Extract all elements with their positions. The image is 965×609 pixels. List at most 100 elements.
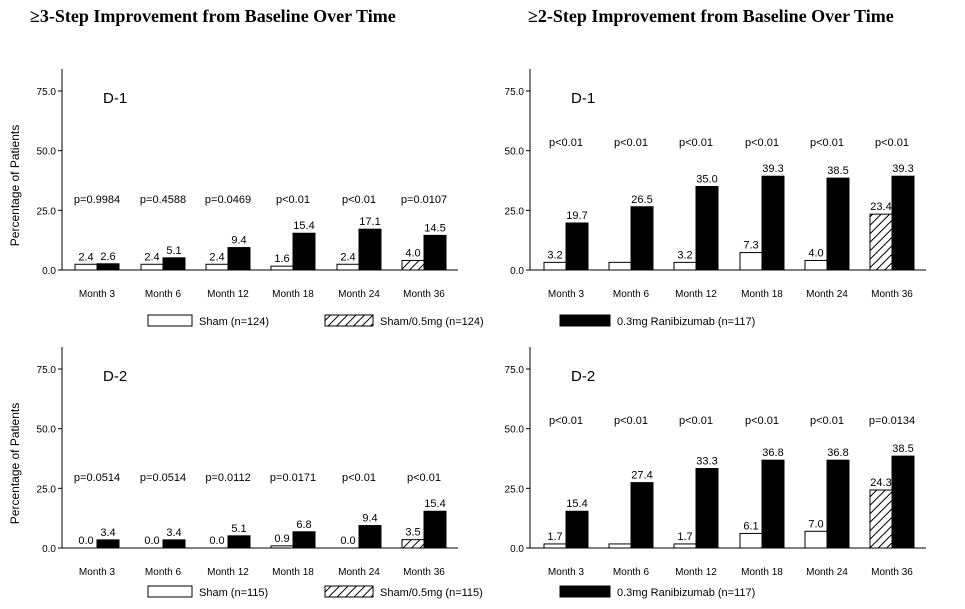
bar-value-label: 2.4 bbox=[144, 251, 159, 263]
x-tick-label: Month 18 bbox=[741, 567, 783, 578]
ranibizumab-bar bbox=[565, 222, 589, 271]
ranibizumab-bar bbox=[761, 459, 785, 549]
y-tick-label: 75.0 bbox=[37, 87, 57, 98]
y-tick-label: 75.0 bbox=[37, 365, 57, 376]
bar-value-label: 1.7 bbox=[547, 531, 562, 543]
x-tick-label: Month 6 bbox=[613, 567, 650, 578]
ranibizumab-bar bbox=[292, 232, 316, 271]
bar-value-label: 33.3 bbox=[696, 456, 717, 468]
ranibizumab-bar bbox=[162, 257, 186, 271]
sham-bar bbox=[543, 261, 567, 271]
legend-label: Sham (n=115) bbox=[199, 587, 268, 599]
sham-bar bbox=[739, 252, 763, 271]
bar-value-label: 4.0 bbox=[405, 247, 420, 259]
ranibizumab-bar bbox=[96, 539, 120, 549]
sham-bar bbox=[205, 263, 229, 271]
p-value-label: p=0.0469 bbox=[205, 194, 251, 206]
p-value-label: p=0.0514 bbox=[74, 472, 120, 484]
p-value-label: p<0.01 bbox=[745, 137, 779, 149]
p-value-label: p<0.01 bbox=[549, 415, 583, 427]
sham-bar bbox=[270, 545, 294, 549]
sham-bar bbox=[804, 530, 828, 549]
x-tick-label: Month 12 bbox=[207, 567, 249, 578]
ranibizumab-bar bbox=[423, 510, 447, 549]
bar-value-label: 1.7 bbox=[677, 531, 692, 543]
p-value-label: p=0.4588 bbox=[140, 194, 186, 206]
y-axis-label: Percentage of Patients bbox=[8, 125, 22, 246]
x-tick-label: Month 36 bbox=[403, 289, 445, 300]
bar-value-label: 2.6 bbox=[100, 251, 115, 263]
ranibizumab-bar bbox=[565, 510, 589, 549]
legend-swatch bbox=[147, 314, 193, 327]
ranibizumab-bar bbox=[358, 228, 382, 271]
bar-value-label: 39.3 bbox=[892, 163, 913, 175]
x-tick-label: Month 6 bbox=[613, 289, 650, 300]
bar-value-label: 6.1 bbox=[743, 520, 758, 532]
bar-value-label: 19.7 bbox=[566, 210, 587, 222]
sham-bar bbox=[673, 261, 697, 271]
bar-value-label: 36.8 bbox=[762, 447, 783, 459]
x-tick-label: Month 3 bbox=[548, 289, 585, 300]
bar-value-label: 1.6 bbox=[274, 253, 289, 265]
p-value-label: p<0.01 bbox=[679, 415, 713, 427]
bar-value-label: 6.8 bbox=[296, 519, 311, 531]
bar-value-label: 3.5 bbox=[405, 527, 420, 539]
bar-value-label: 0.0 bbox=[340, 535, 355, 547]
bar-value-label: 9.4 bbox=[231, 235, 246, 247]
ranibizumab-bar bbox=[630, 482, 654, 549]
bar-value-label: 24.3 bbox=[870, 477, 891, 489]
legend-label: Sham/0.5mg (n=124) bbox=[380, 316, 484, 328]
y-tick-label: 50.0 bbox=[37, 425, 57, 436]
ranibizumab-bar bbox=[162, 539, 186, 549]
sham-bar bbox=[543, 543, 567, 549]
p-value-label: p<0.01 bbox=[745, 415, 779, 427]
legend-swatch bbox=[559, 585, 611, 598]
bar-value-label: 2.4 bbox=[340, 251, 355, 263]
sham-bar bbox=[74, 263, 98, 271]
legend-label: Sham/0.5mg (n=115) bbox=[380, 587, 483, 599]
bar-value-label: 9.4 bbox=[362, 513, 377, 525]
bar-value-label: 7.3 bbox=[743, 240, 758, 252]
x-tick-label: Month 18 bbox=[272, 567, 314, 578]
panel-label: D-2 bbox=[571, 368, 595, 385]
ranibizumab-bar bbox=[227, 247, 251, 271]
y-tick-label: 25.0 bbox=[37, 484, 57, 495]
p-value-label: p<0.01 bbox=[407, 472, 441, 484]
ranibizumab-bar bbox=[292, 531, 316, 549]
ranibizumab-bar bbox=[630, 206, 654, 271]
right-column-title: ≥2-Step Improvement from Baseline Over T… bbox=[528, 6, 894, 26]
sham-bar bbox=[608, 261, 632, 271]
x-tick-label: Month 3 bbox=[79, 567, 116, 578]
legend-swatch bbox=[559, 314, 611, 327]
y-tick-label: 75.0 bbox=[505, 365, 525, 376]
y-tick-label: 25.0 bbox=[505, 206, 525, 217]
x-tick-label: Month 24 bbox=[806, 567, 848, 578]
bar-value-label: 2.4 bbox=[78, 251, 93, 263]
p-value-label: p=0.0107 bbox=[401, 194, 447, 206]
ranibizumab-bar bbox=[891, 175, 915, 271]
legend-label: 0.3mg Ranibizumab (n=117) bbox=[617, 587, 755, 599]
x-tick-label: Month 24 bbox=[806, 289, 848, 300]
sham-bar bbox=[739, 532, 763, 549]
bar-value-label: 3.4 bbox=[100, 527, 115, 539]
sham-bar bbox=[140, 263, 164, 271]
p-value-label: p<0.01 bbox=[679, 137, 713, 149]
sham-bar bbox=[608, 543, 632, 549]
y-tick-label: 50.0 bbox=[37, 147, 57, 158]
bar-value-label: 17.1 bbox=[359, 216, 380, 228]
sham-05mg-bar bbox=[401, 259, 425, 271]
x-tick-label: Month 18 bbox=[741, 289, 783, 300]
left-column-title: ≥3-Step Improvement from Baseline Over T… bbox=[30, 6, 396, 26]
bar-value-label: 15.4 bbox=[566, 498, 587, 510]
y-tick-label: 25.0 bbox=[37, 206, 57, 217]
x-tick-label: Month 36 bbox=[403, 567, 445, 578]
x-tick-label: Month 24 bbox=[338, 289, 380, 300]
legend-swatch bbox=[324, 585, 374, 598]
legend-swatch bbox=[147, 585, 193, 598]
panel-label: D-1 bbox=[103, 90, 127, 107]
ranibizumab-bar bbox=[358, 525, 382, 549]
panel-label: D-1 bbox=[571, 90, 595, 107]
bar-value-label: 23.4 bbox=[870, 201, 891, 213]
ranibizumab-bar bbox=[423, 234, 447, 271]
y-tick-label: 0.0 bbox=[42, 266, 56, 277]
